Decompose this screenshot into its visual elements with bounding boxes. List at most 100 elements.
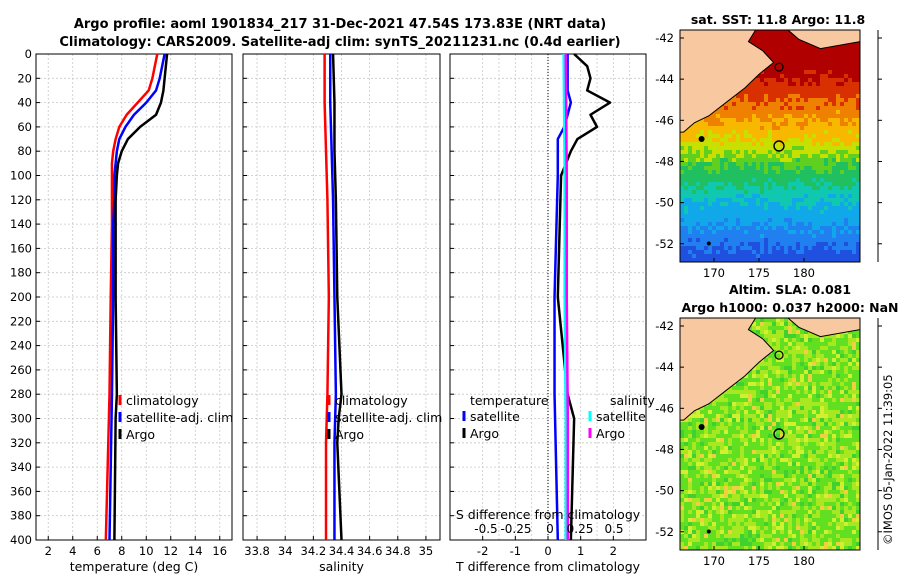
map-cell — [804, 418, 809, 423]
map-cell — [764, 202, 769, 207]
map-cell — [844, 46, 849, 51]
map-cell — [816, 434, 821, 439]
map-cell — [796, 438, 801, 443]
map-cell — [744, 398, 749, 403]
map-cell — [768, 446, 773, 451]
map-cell — [752, 162, 757, 167]
map-cell — [748, 98, 753, 103]
map-cell — [852, 418, 857, 423]
map-cell — [788, 70, 793, 75]
map-cell — [764, 222, 769, 227]
map-cell — [856, 62, 860, 67]
map-cell — [784, 30, 789, 35]
map-cell — [804, 234, 809, 239]
map-cell — [796, 154, 801, 159]
map-cell — [780, 118, 785, 123]
map-cell — [736, 114, 741, 119]
map-cell — [852, 58, 857, 63]
map-cell — [764, 130, 769, 135]
map-cell — [852, 166, 857, 171]
map-cell — [788, 250, 793, 255]
map-cell — [756, 490, 761, 495]
map-cell — [824, 50, 829, 55]
map-cell — [768, 154, 773, 159]
map-cell — [688, 138, 693, 143]
map-cell — [716, 202, 721, 207]
map-cell — [808, 90, 813, 95]
map-cell — [704, 206, 709, 211]
map-cell — [796, 402, 801, 407]
map-cell — [804, 466, 809, 471]
map-cell — [728, 450, 733, 455]
map-cell — [804, 406, 809, 411]
map-cell — [724, 190, 729, 195]
map-cell — [828, 194, 833, 199]
map-cell — [816, 190, 821, 195]
map-cell — [828, 390, 833, 395]
map-cell — [712, 470, 717, 475]
map-cell — [824, 198, 829, 203]
map-cell — [700, 154, 705, 159]
map-cell — [776, 434, 781, 439]
map-cell — [752, 82, 757, 87]
map-cell — [836, 190, 841, 195]
map-cell — [828, 342, 833, 347]
y-tick-label: 320 — [10, 436, 32, 450]
map-cell — [852, 346, 857, 351]
map-cell — [780, 74, 785, 79]
map-cell — [776, 194, 781, 199]
map-cell — [784, 350, 789, 355]
map-cell — [796, 174, 801, 179]
map-cell — [808, 234, 813, 239]
map-cell — [720, 482, 725, 487]
map-cell — [708, 494, 713, 499]
map-cell — [820, 190, 825, 195]
map-cell — [760, 122, 765, 127]
map-cell — [712, 114, 717, 119]
map-cell — [800, 162, 805, 167]
map-cell — [732, 102, 737, 107]
map-cell — [824, 122, 829, 127]
map-cell — [792, 78, 797, 83]
map-cell — [716, 422, 721, 427]
map-cell — [856, 386, 860, 391]
map-cell — [720, 150, 725, 155]
map-cell — [820, 182, 825, 187]
map-cell — [784, 202, 789, 207]
map-cell — [804, 82, 809, 87]
map-cell — [756, 174, 761, 179]
map-cell — [752, 474, 757, 479]
map-cell — [752, 134, 757, 139]
map-cell — [800, 134, 805, 139]
map-cell — [852, 434, 857, 439]
map-cell — [736, 210, 741, 215]
map-cell — [788, 402, 793, 407]
map-cell — [844, 170, 849, 175]
map-cell — [768, 82, 773, 87]
map-cell — [772, 202, 777, 207]
map-cell — [692, 162, 697, 167]
map-cell — [852, 338, 857, 343]
map-cell — [780, 58, 785, 63]
map-cell — [724, 502, 729, 507]
map-cell — [840, 210, 845, 215]
map-cell — [832, 194, 837, 199]
map-cell — [852, 126, 857, 131]
map-cell — [828, 494, 833, 499]
map-cell — [696, 454, 701, 459]
map-cell — [824, 190, 829, 195]
map-cell — [788, 202, 793, 207]
map-cell — [768, 98, 773, 103]
map-cell — [772, 422, 777, 427]
map-cell — [764, 122, 769, 127]
map-cell — [792, 222, 797, 227]
map-cell — [684, 450, 689, 455]
map-cell — [804, 78, 809, 83]
map-cell — [716, 426, 721, 431]
map-cell — [688, 258, 693, 262]
map-cell — [776, 470, 781, 475]
map-cell — [756, 242, 761, 247]
map-cell — [848, 338, 853, 343]
map-cell — [704, 490, 709, 495]
map-cell — [812, 138, 817, 143]
